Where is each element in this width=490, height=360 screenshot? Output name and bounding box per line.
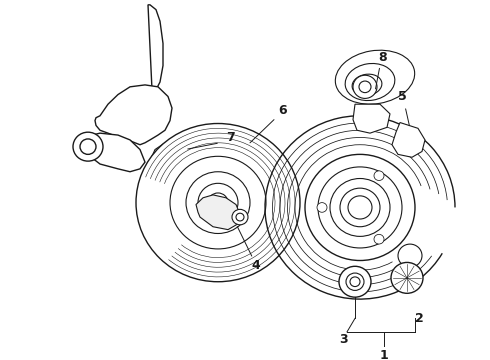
Circle shape (340, 188, 380, 227)
Circle shape (318, 167, 402, 248)
Polygon shape (150, 143, 180, 176)
Circle shape (232, 210, 248, 225)
Ellipse shape (352, 74, 382, 96)
Circle shape (317, 203, 327, 212)
Text: 4: 4 (252, 259, 260, 272)
Circle shape (339, 266, 371, 297)
Circle shape (305, 154, 415, 261)
Circle shape (198, 183, 238, 222)
Circle shape (186, 172, 250, 234)
Circle shape (330, 179, 390, 237)
Polygon shape (196, 195, 240, 230)
Ellipse shape (335, 50, 415, 104)
Circle shape (236, 213, 244, 221)
Circle shape (346, 273, 364, 291)
Circle shape (353, 75, 377, 98)
Circle shape (359, 81, 371, 93)
Circle shape (374, 234, 384, 244)
Circle shape (398, 244, 422, 267)
Text: 3: 3 (339, 333, 347, 346)
Circle shape (350, 277, 360, 287)
Circle shape (73, 132, 103, 161)
Circle shape (80, 139, 96, 154)
Circle shape (348, 196, 372, 219)
Circle shape (136, 123, 300, 282)
Text: 7: 7 (225, 131, 234, 144)
Circle shape (374, 171, 384, 180)
Text: 8: 8 (379, 51, 387, 64)
Circle shape (173, 148, 197, 171)
Polygon shape (392, 122, 425, 157)
Circle shape (208, 193, 228, 212)
Circle shape (170, 156, 266, 249)
Text: 6: 6 (279, 104, 287, 117)
Circle shape (391, 262, 423, 293)
Polygon shape (84, 133, 145, 172)
Circle shape (165, 140, 205, 179)
Polygon shape (148, 5, 163, 90)
Polygon shape (95, 85, 172, 145)
Text: 2: 2 (415, 312, 423, 325)
Text: 1: 1 (380, 348, 389, 360)
Text: 5: 5 (397, 90, 406, 103)
Ellipse shape (345, 63, 395, 100)
Polygon shape (353, 104, 390, 133)
